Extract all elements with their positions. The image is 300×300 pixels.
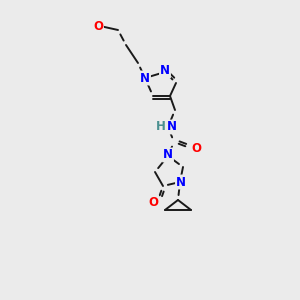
Text: N: N — [160, 64, 170, 77]
Text: O: O — [93, 20, 103, 32]
Text: N: N — [163, 148, 173, 161]
Text: O: O — [148, 196, 158, 208]
Text: N: N — [176, 176, 186, 188]
Text: O: O — [191, 142, 201, 154]
Text: N: N — [167, 121, 177, 134]
Text: N: N — [140, 71, 150, 85]
Text: H: H — [156, 121, 166, 134]
